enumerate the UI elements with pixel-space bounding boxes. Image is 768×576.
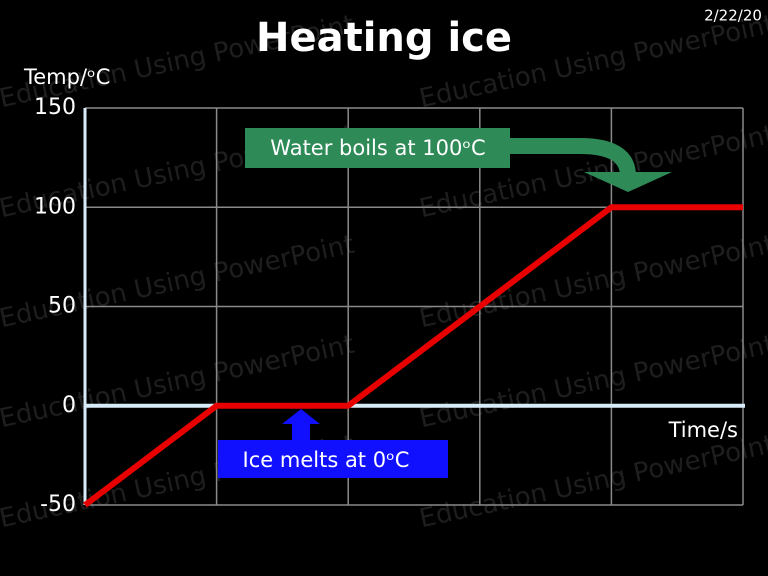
slide-date: 2/22/20 [704, 7, 762, 25]
arrow-head [584, 172, 672, 192]
y-tick-label: 0 [62, 393, 76, 418]
data-line [83, 204, 743, 508]
y-tick-label: -50 [40, 492, 76, 517]
annotation-box [245, 128, 510, 168]
annotation: Water boils at 100ᵒC [270, 136, 485, 160]
plot: -50 0 50 100 150 [34, 95, 745, 517]
y-tick-label: 100 [34, 194, 76, 219]
arrow [505, 138, 636, 177]
annotation-box [218, 440, 448, 478]
y-tick-label: 150 [34, 95, 76, 120]
arrow-head [282, 409, 320, 424]
x-axis-label: Time/s [668, 418, 738, 442]
y-tick-label: 50 [48, 294, 76, 319]
annotation: Ice melts at 0ᵒC [243, 448, 410, 472]
y-axis-label: Temp/ᵒC [23, 65, 110, 89]
arrow [292, 422, 310, 442]
chart-title: Heating ice [256, 15, 512, 61]
